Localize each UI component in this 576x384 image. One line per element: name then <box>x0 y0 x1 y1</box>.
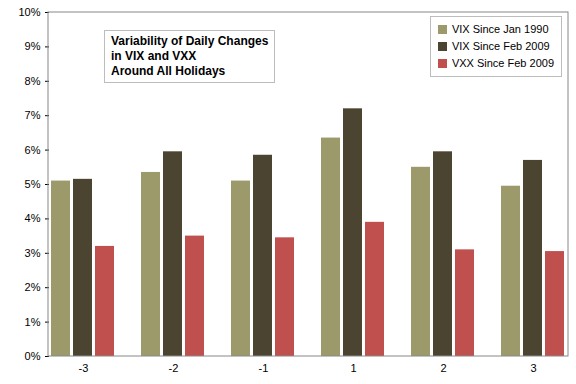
svg-text:1: 1 <box>350 362 356 374</box>
svg-text:-2: -2 <box>169 362 179 374</box>
svg-text:6%: 6% <box>25 144 41 156</box>
svg-text:2%: 2% <box>25 281 41 293</box>
html-text:VIX Since Feb 2009: VIX Since Feb 2009 <box>451 40 550 52</box>
svg-text:4%: 4% <box>25 212 41 224</box>
svg-text:-1: -1 <box>259 362 269 374</box>
svg-text:2: 2 <box>440 362 446 374</box>
svg-text:10%: 10% <box>18 6 40 18</box>
svg-text:5%: 5% <box>25 178 41 190</box>
svg-text:8%: 8% <box>25 75 41 87</box>
svg-text:7%: 7% <box>25 109 41 121</box>
svg-text:3: 3 <box>530 362 536 374</box>
svg-text:9%: 9% <box>25 40 41 52</box>
html-text:VIX Since Jan 1990: VIX Since Jan 1990 <box>451 23 549 35</box>
html-text:VXX Since Feb 2009: VXX Since Feb 2009 <box>451 57 554 69</box>
svg-text:3%: 3% <box>25 247 41 259</box>
svg-text:0%: 0% <box>25 350 41 362</box>
svg-text:1%: 1% <box>25 316 41 328</box>
html-text:Variability of Daily Changes i: Variability of Daily Changes in VIX and … <box>111 34 269 78</box>
svg-text:-3: -3 <box>79 362 89 374</box>
